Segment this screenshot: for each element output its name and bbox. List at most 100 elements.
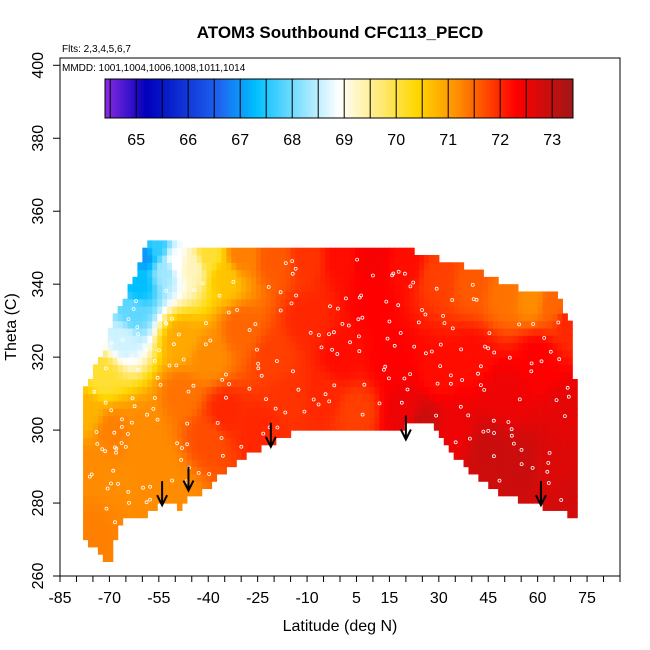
sample-point <box>126 317 131 322</box>
heatmap-cell <box>88 437 94 446</box>
heatmap-cell <box>265 291 272 300</box>
heatmap-cell <box>364 247 371 256</box>
heatmap-cell <box>409 335 415 344</box>
heatmap-cell <box>443 313 450 322</box>
heatmap-cell <box>137 342 143 351</box>
heatmap-cell <box>112 400 119 409</box>
colorbar-segment <box>307 79 311 118</box>
heatmap-cell <box>172 437 178 446</box>
heatmap-cell <box>295 422 302 431</box>
heatmap-cell <box>92 510 99 519</box>
heatmap-cell <box>493 437 499 446</box>
heatmap-cell <box>458 437 465 446</box>
colorbar-segment <box>185 79 189 118</box>
heatmap-cell <box>191 400 198 409</box>
colorbar-segment <box>489 79 493 118</box>
heatmap-cell <box>532 371 539 380</box>
colorbar-segment <box>427 79 431 118</box>
heatmap-cell <box>458 313 465 322</box>
heatmap-cell <box>433 284 440 293</box>
heatmap-cell <box>369 327 376 336</box>
heatmap-cell <box>354 306 361 314</box>
heatmap-cell <box>285 371 292 380</box>
heatmap-cell <box>562 488 568 497</box>
heatmap-cell <box>488 276 494 285</box>
heatmap-cell <box>443 430 450 438</box>
colorbar-segment <box>539 79 543 118</box>
heatmap-cell <box>448 306 455 314</box>
heatmap-cell <box>251 386 257 395</box>
heatmap-cell <box>493 400 499 409</box>
heatmap-cell <box>572 503 578 511</box>
heatmap-cell <box>364 276 371 285</box>
heatmap-cell <box>142 320 148 329</box>
heatmap-cell <box>137 313 143 322</box>
sample-point <box>185 442 190 447</box>
heatmap-cell <box>315 342 321 351</box>
heatmap-cell <box>537 451 544 460</box>
heatmap-cell <box>433 320 440 329</box>
heatmap-cell <box>310 379 316 387</box>
heatmap-cell <box>364 349 371 358</box>
heatmap-cell <box>443 342 450 351</box>
heatmap-cell <box>453 342 460 351</box>
heatmap-cell <box>102 393 109 402</box>
heatmap-cell <box>537 430 544 438</box>
heatmap-cell <box>290 408 297 417</box>
heatmap-cell <box>532 349 539 358</box>
heatmap-cell <box>97 546 104 555</box>
heatmap-cell <box>369 291 376 300</box>
colorbar-segment <box>281 79 285 118</box>
sample-point <box>170 316 174 321</box>
heatmap-cell <box>542 415 549 424</box>
heatmap-cell <box>364 306 371 314</box>
heatmap-cell <box>409 276 415 285</box>
heatmap-cell <box>369 269 376 278</box>
heatmap-cell <box>162 422 168 431</box>
colorbar-segment <box>554 79 558 118</box>
heatmap-cell <box>92 539 99 548</box>
heatmap-cell <box>206 393 213 402</box>
heatmap-cell <box>330 371 336 380</box>
heatmap-cell <box>349 262 356 271</box>
heatmap-cell <box>567 342 573 351</box>
heatmap-cell <box>438 335 445 344</box>
heatmap-cell <box>547 451 554 460</box>
heatmap-cell <box>137 371 143 380</box>
heatmap-cell <box>147 503 153 511</box>
heatmap-cell <box>488 451 494 460</box>
heatmap-cell <box>201 430 208 438</box>
heatmap-cell <box>344 306 351 314</box>
sample-point <box>423 351 428 356</box>
heatmap-cell <box>236 349 242 358</box>
heatmap-cell <box>127 364 134 373</box>
sample-point <box>356 334 361 339</box>
heatmap-cell <box>305 284 311 293</box>
heatmap-cell <box>181 298 188 307</box>
heatmap-cell <box>216 357 223 366</box>
colorbar-segment <box>492 79 496 118</box>
heatmap-cell <box>547 466 554 475</box>
heatmap-cell <box>246 335 252 344</box>
heatmap-cell <box>127 342 134 351</box>
heatmap-cell <box>419 306 425 314</box>
colorbar-segment <box>528 79 532 118</box>
heatmap-cell <box>498 400 504 409</box>
heatmap-cell <box>547 393 554 402</box>
heatmap-cell <box>473 371 479 380</box>
heatmap-cell <box>127 415 134 424</box>
heatmap-cell <box>310 342 316 351</box>
heatmap-cell <box>107 386 114 395</box>
heatmap-cell <box>374 400 381 409</box>
heatmap-cell <box>424 298 430 307</box>
heatmap-cell <box>201 422 208 431</box>
heatmap-cell <box>369 349 376 358</box>
colorbar-segment <box>422 79 426 118</box>
heatmap-cell <box>364 393 371 402</box>
heatmap-cell <box>265 357 272 366</box>
colorbar-segment <box>180 79 184 118</box>
heatmap-cell <box>102 342 109 351</box>
heatmap-cell <box>443 357 450 366</box>
heatmap-cell <box>137 415 143 424</box>
heatmap-cell <box>226 349 232 358</box>
